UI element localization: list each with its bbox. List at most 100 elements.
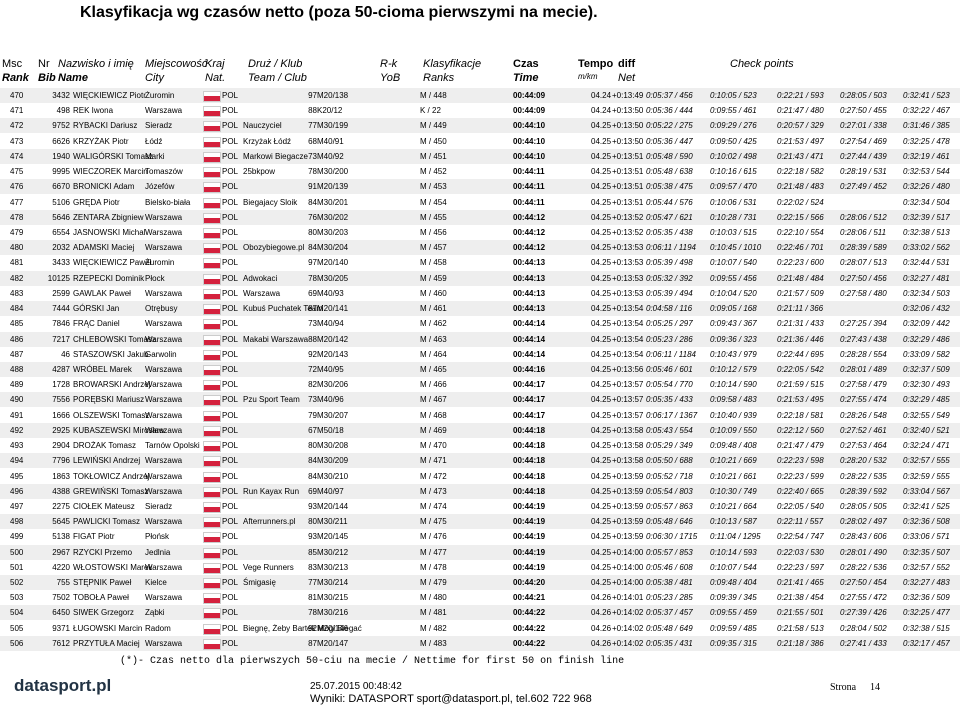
cell: 87 bbox=[308, 638, 317, 648]
cell: 0:27:39 / 426 bbox=[840, 608, 887, 618]
cell: Biegnę, Żeby Bartek Mógł Biegać bbox=[243, 623, 362, 633]
cell: Nauczyciel bbox=[243, 121, 282, 131]
cell: M20/142 bbox=[317, 334, 349, 344]
cell: M30/206 bbox=[317, 380, 349, 390]
cell: 84 bbox=[308, 243, 317, 253]
cell: 00:44:19 bbox=[513, 547, 546, 557]
cell: JASNOWSKI Michal bbox=[73, 227, 146, 237]
cell: Warszawa bbox=[145, 638, 183, 648]
cell: 2967 bbox=[52, 547, 70, 557]
cell: 97 bbox=[308, 91, 317, 100]
cell: 0:32:34 / 504 bbox=[903, 197, 950, 207]
cell: 0:21:48 / 484 bbox=[777, 273, 824, 283]
cell: 00:44:11 bbox=[513, 182, 545, 192]
cell: 0:05:23 / 285 bbox=[646, 593, 693, 603]
cell: Warszawa bbox=[145, 410, 183, 420]
cell: 755 bbox=[56, 578, 70, 588]
cell: M / 476 bbox=[420, 532, 447, 542]
cell: 0:32:41 / 523 bbox=[903, 91, 950, 100]
row-band bbox=[0, 605, 960, 621]
cell: M30/204 bbox=[317, 243, 349, 253]
flag bbox=[203, 304, 221, 316]
cell: 0:10:40 / 939 bbox=[710, 410, 757, 420]
flag bbox=[203, 547, 221, 559]
cell: 04.25 bbox=[591, 471, 612, 481]
cell: 493 bbox=[10, 441, 24, 451]
cell: +0:14:02 bbox=[612, 608, 644, 618]
column-header: Tempo bbox=[578, 58, 614, 70]
cell: 69 bbox=[308, 288, 317, 298]
cell: 73 bbox=[308, 319, 317, 329]
cell: 491 bbox=[10, 410, 24, 420]
cell: 0:10:09 / 550 bbox=[710, 425, 757, 435]
cell: POL bbox=[222, 288, 239, 298]
cell: Żuromin bbox=[145, 91, 175, 100]
cell: 0:27:50 / 454 bbox=[840, 578, 887, 588]
cell: 0:27:55 / 474 bbox=[840, 395, 887, 405]
cell: 04.25 bbox=[591, 334, 612, 344]
cell: 0:09:55 / 461 bbox=[710, 106, 757, 116]
cell: 1940 bbox=[52, 151, 70, 161]
cell: M / 480 bbox=[420, 593, 447, 603]
cell: 2925 bbox=[52, 425, 70, 435]
flag bbox=[203, 349, 221, 361]
cell: 0:32:41 / 525 bbox=[903, 501, 950, 511]
cell: 0:28:22 / 535 bbox=[840, 471, 887, 481]
cell: M30/213 bbox=[317, 562, 349, 572]
cell: 00:44:18 bbox=[513, 486, 546, 496]
cell: WIĘCKIEWICZ Paweł bbox=[73, 258, 152, 268]
flag bbox=[203, 441, 221, 453]
column-header-en: Team / Club bbox=[248, 72, 307, 84]
cell: M / 462 bbox=[420, 319, 447, 329]
cell: +0:13:54 bbox=[612, 334, 644, 344]
cell: Makabi Warszawa bbox=[243, 334, 309, 344]
cell: 0:05:48 / 649 bbox=[646, 623, 693, 633]
cell: 00:44:22 bbox=[513, 638, 546, 648]
cell: 77 bbox=[308, 578, 317, 588]
row-band bbox=[0, 209, 960, 225]
cell: 484 bbox=[10, 304, 24, 314]
cell: 81 bbox=[308, 593, 317, 603]
cell: 72 bbox=[308, 364, 317, 374]
cell: M40/93 bbox=[317, 288, 344, 298]
cell: 472 bbox=[10, 121, 24, 131]
cell: DROŻAK Tomasz bbox=[73, 441, 136, 451]
cell: 00:44:22 bbox=[513, 623, 546, 633]
cell: 0:32:30 / 493 bbox=[903, 380, 950, 390]
row-band bbox=[0, 575, 960, 591]
cell: Sieradz bbox=[145, 121, 173, 131]
cell: 00:44:14 bbox=[513, 334, 546, 344]
cell: 80 bbox=[308, 441, 317, 451]
cell: +0:13:59 bbox=[612, 501, 644, 511]
row-band bbox=[0, 544, 960, 560]
cell: 04.25 bbox=[591, 456, 612, 466]
cell: 04.25 bbox=[591, 273, 612, 283]
cell: TOKŁOWICZ Andrzej bbox=[73, 471, 150, 481]
cell: M / 452 bbox=[420, 167, 447, 177]
cell: M / 474 bbox=[420, 501, 447, 511]
cell: M30/209 bbox=[317, 456, 349, 466]
cell: M / 479 bbox=[420, 578, 447, 588]
cell: 4220 bbox=[52, 562, 70, 572]
cell: 04.25 bbox=[591, 517, 612, 527]
cell: POL bbox=[222, 227, 239, 237]
cell: 0:22:54 / 747 bbox=[777, 532, 824, 542]
flag bbox=[203, 197, 221, 209]
cell: 479 bbox=[10, 227, 24, 237]
cell: 0:32:44 / 531 bbox=[903, 258, 950, 268]
cell: 04.25 bbox=[591, 167, 612, 177]
cell: 0:28:07 / 513 bbox=[840, 258, 887, 268]
cell: 500 bbox=[10, 547, 24, 557]
flag bbox=[203, 395, 221, 407]
cell: 00:44:14 bbox=[513, 349, 546, 359]
cell: M / 455 bbox=[420, 212, 447, 222]
cell: 04.25 bbox=[591, 349, 612, 359]
cell: 2032 bbox=[52, 243, 70, 253]
cell: 85 bbox=[308, 547, 317, 557]
cell: Warszawa bbox=[145, 319, 183, 329]
flag bbox=[203, 273, 221, 285]
cell: 0:32:34 / 503 bbox=[903, 288, 950, 298]
row-band bbox=[0, 392, 960, 408]
cell: 00:44:18 bbox=[513, 441, 546, 451]
cell: 0:27:53 / 464 bbox=[840, 441, 887, 451]
